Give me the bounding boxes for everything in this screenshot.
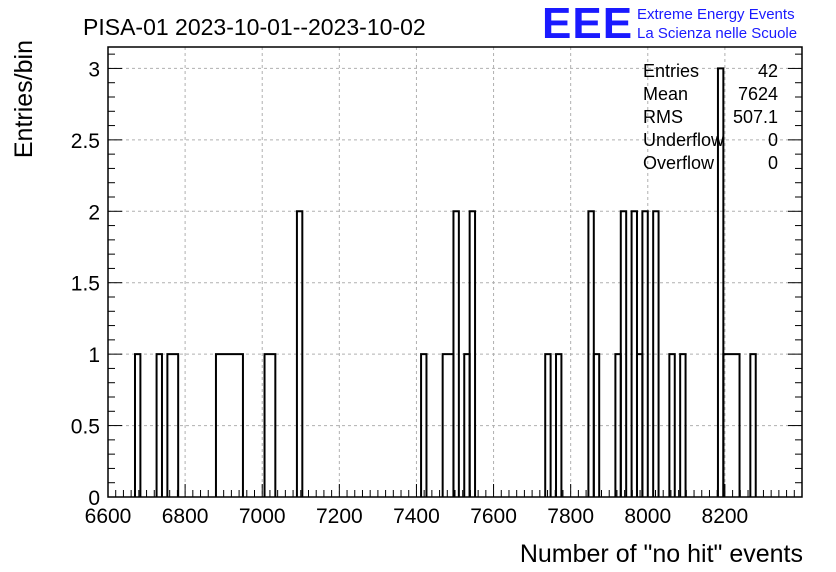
histogram-bar [749,353,757,497]
histogram-bar [722,353,741,497]
x-tick-label: 6600 [85,505,132,528]
histogram-bar [263,353,277,497]
plot-border [107,46,803,498]
stats-label: Underflow [643,130,725,150]
histogram-bar [668,353,676,497]
histogram-bar [679,353,687,497]
histogram-bar [295,210,304,497]
histogram-bar [420,353,428,497]
histogram-bar [544,353,552,497]
histogram-bar [166,353,180,497]
histogram-bar [619,210,628,497]
y-axis-ticks: 0 0.5 1 1.5 2 2.5 3 [71,53,802,510]
histogram-bar [155,353,163,497]
y-tick-label: 1.5 [71,273,100,296]
x-tick-label: 7600 [470,505,517,528]
x-tick-label: 7400 [393,505,440,528]
x-tick-label: 8200 [702,505,749,528]
y-tick-label: 1 [88,344,100,367]
y-tick-label: 2.5 [71,130,100,153]
histogram-series [133,67,757,497]
x-tick-label: 6800 [162,505,209,528]
x-tick-label: 7800 [547,505,594,528]
histogram-bar [468,210,477,497]
y-tick-label: 3 [88,58,100,81]
stats-value: 0 [768,153,778,173]
stats-label: Overflow [643,153,715,173]
x-tick-label: 7000 [239,505,286,528]
y-tick-label: 0.5 [71,416,100,439]
histogram-bar [133,353,142,497]
histogram-bar [641,210,649,497]
x-tick-label: 7200 [316,505,363,528]
histogram-bar [716,67,725,497]
stats-value: 7624 [738,84,778,104]
plot-frame [107,46,803,498]
y-tick-label: 0 [88,487,100,510]
x-axis-label: Number of "no hit" events [520,540,803,568]
stats-label: Entries [643,61,699,81]
stats-box: Entries 42 Mean 7624 RMS 507.1 Underflow 0 Overf… [643,61,778,173]
stats-label: RMS [643,107,683,127]
histogram-bar [652,210,660,497]
stats-value: 42 [758,61,778,81]
stats-value: 507.1 [733,107,778,127]
histogram-bar [592,353,601,497]
eee-logo: EEE Extreme Energy Events La Scienza nel… [542,0,797,48]
histogram-bar [214,353,244,497]
histogram-bar [452,210,460,497]
chart-title: PISA-01 2023-10-01--2023-10-02 [83,14,426,40]
histogram-bar [555,353,563,497]
stats-label: Mean [643,84,688,104]
y-axis-label: Entries/bin [10,40,38,158]
logo-line2: La Scienza nelle Scuole [637,25,797,42]
logo-mark: EEE [542,0,633,48]
x-tick-label: 8000 [624,505,671,528]
x-axis-ticks: 6600 6800 7000 7200 7400 7600 7800 8000 8200 [85,484,803,528]
y-tick-label: 2 [88,201,100,224]
grid-lines [107,47,802,498]
stats-value: 0 [768,130,778,150]
logo-line1: Extreme Energy Events [637,6,795,23]
